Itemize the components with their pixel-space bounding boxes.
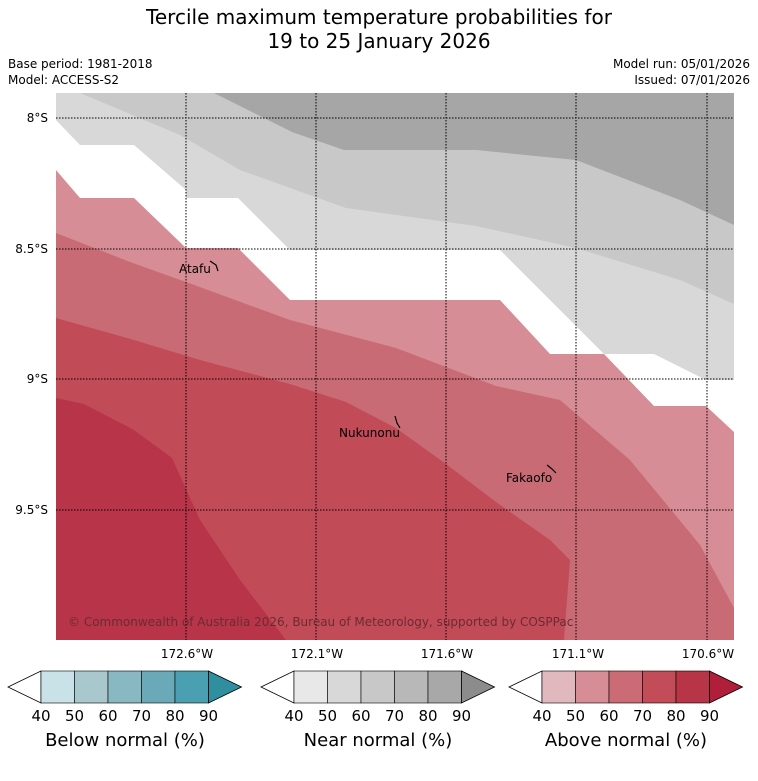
title-line-2: 19 to 25 January 2026 xyxy=(267,29,491,53)
colorbar-near-segment xyxy=(327,670,362,704)
lon-label: 171.6°W xyxy=(421,647,473,661)
colorbar-above-max-arrow xyxy=(709,670,744,704)
colorbar-above-tick: 50 xyxy=(566,707,585,725)
colorbar-below-tick: 70 xyxy=(132,707,151,725)
colorbar-below-tick: 40 xyxy=(31,707,50,725)
fakaofo-atoll-shape xyxy=(546,464,557,474)
meta-right: Model run: 05/01/2026 Issued: 07/01/2026 xyxy=(613,56,750,88)
colorbar-near-tick: 70 xyxy=(385,707,404,725)
lat-label: 9°S xyxy=(27,372,48,386)
lon-label: 171.1°W xyxy=(552,647,604,661)
above-normal-70-band xyxy=(56,398,286,640)
near-normal-60-band xyxy=(214,93,734,225)
colorbar-near-tick: 80 xyxy=(418,707,437,725)
colorbar-below-segment xyxy=(74,670,109,704)
colorbar-near-segment xyxy=(394,670,429,704)
nukunonu-atoll-shape xyxy=(394,415,401,429)
colorbar-above-tick: 90 xyxy=(700,707,719,725)
colorbar-label-above: Above normal (%) xyxy=(544,730,708,751)
colorbar-above-segment xyxy=(642,670,677,704)
model-run-text: Model run: 05/01/2026 xyxy=(612,57,750,71)
colorbar-above-min-arrow xyxy=(508,670,543,704)
meta-left: Base period: 1981-2018 Model: ACCESS-S2 xyxy=(8,56,153,88)
colorbar-near-tick: 40 xyxy=(284,707,303,725)
longitude-labels: 172.6°W 172.1°W 171.6°W 171.1°W 170.6°W xyxy=(161,647,734,661)
copyright-text: © Commonwealth of Australia 2026, Bureau… xyxy=(68,615,573,629)
base-period-text: Base period: 1981-2018 xyxy=(8,57,153,71)
colorbar-near-segment xyxy=(360,670,395,704)
colorbar-label-below: Below normal (%) xyxy=(45,730,205,751)
title-line-1: Tercile maximum temperature probabilitie… xyxy=(146,5,612,29)
colorbar-above-tick: 70 xyxy=(633,707,652,725)
colorbar-below-segment xyxy=(107,670,142,704)
colorbar-near-tick: 60 xyxy=(351,707,370,725)
latitude-labels: 8°S 8.5°S 9°S 9.5°S xyxy=(15,111,48,517)
colorbar-near-tick: 50 xyxy=(318,707,337,725)
colorbar-below-segment xyxy=(40,670,75,704)
probability-contours: Atafu Nukunonu Fakaofo © Commonwealth of… xyxy=(56,93,734,640)
lat-label: 8°S xyxy=(27,111,48,125)
colorbar-below-tick: 50 xyxy=(65,707,84,725)
place-nukunonu: Nukunonu xyxy=(339,426,400,440)
colorbar-below-tick: 90 xyxy=(199,707,218,725)
colorbar-near-tick: 90 xyxy=(452,707,471,725)
lon-label: 170.6°W xyxy=(682,647,734,661)
colorbar-below-min-arrow xyxy=(7,670,42,704)
colorbar-below-max-arrow xyxy=(208,670,243,704)
colorbar-near-min-arrow xyxy=(260,670,295,704)
colorbars: 40 50 60 70 80 90 40 50 60 70 80 90 40 50 60 70 80 90 xyxy=(7,670,744,725)
issued-text: Issued: 07/01/2026 xyxy=(634,73,750,87)
colorbar-above-tick: 80 xyxy=(666,707,685,725)
map-title: Tercile maximum temperature probabilitie… xyxy=(0,5,758,53)
lat-label: 9.5°S xyxy=(15,503,48,517)
colorbar-below-segment xyxy=(174,670,209,704)
place-atafu: Atafu xyxy=(179,262,211,276)
lat-label: 8.5°S xyxy=(15,242,48,256)
colorbar-above-segment xyxy=(608,670,643,704)
colorbar-above-segment xyxy=(675,670,710,704)
place-fakaofo: Fakaofo xyxy=(506,471,552,485)
colorbar-below-tick: 60 xyxy=(98,707,117,725)
colorbar-below-segment xyxy=(141,670,176,704)
graticule xyxy=(56,93,734,640)
colorbar-near-segment xyxy=(427,670,462,704)
colorbar-near-max-arrow xyxy=(461,670,496,704)
colorbar-near-segment xyxy=(293,670,328,704)
colorbar-above-segment xyxy=(575,670,610,704)
colorbar-above-tick: 40 xyxy=(532,707,551,725)
lon-label: 172.1°W xyxy=(291,647,343,661)
colorbar-below-tick: 80 xyxy=(165,707,184,725)
model-text: Model: ACCESS-S2 xyxy=(8,73,120,87)
atafu-atoll-shape xyxy=(209,260,219,272)
colorbar-above-segment xyxy=(541,670,576,704)
lon-label: 172.6°W xyxy=(161,647,213,661)
colorbar-above-tick: 60 xyxy=(599,707,618,725)
colorbar-label-near: Near normal (%) xyxy=(303,730,453,751)
